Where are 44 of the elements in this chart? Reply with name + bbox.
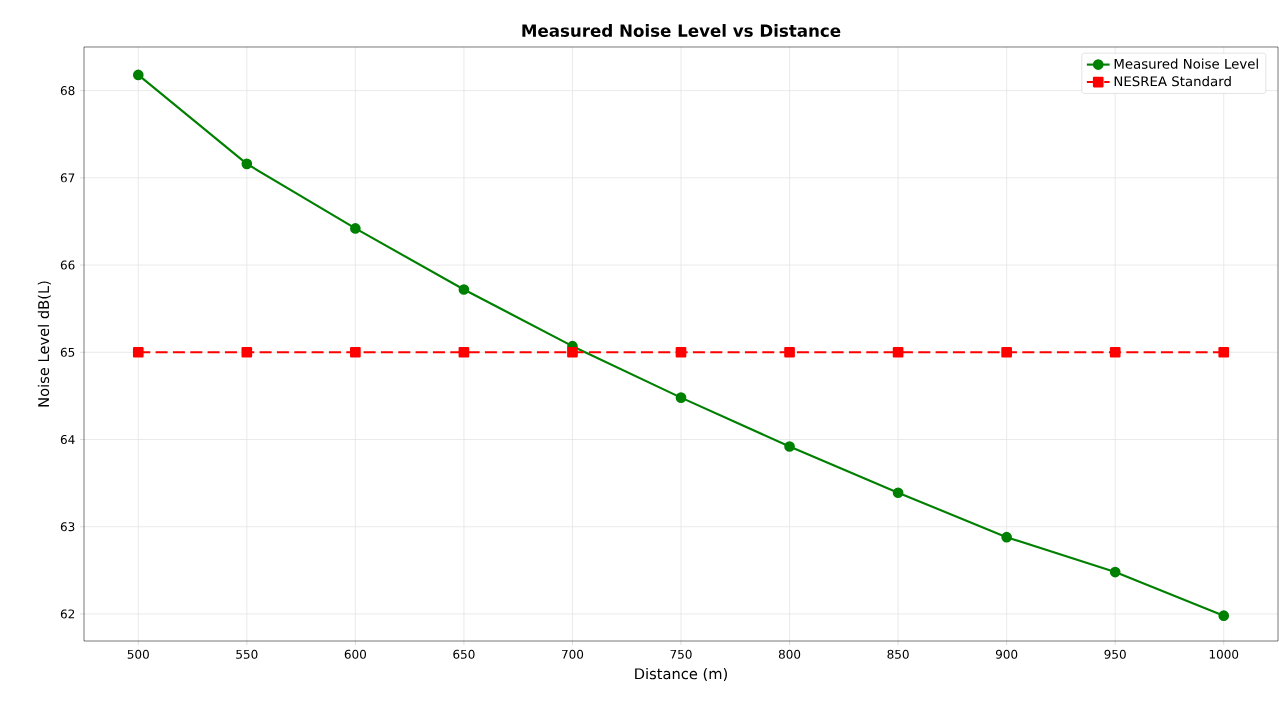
x-tick-label: 500 xyxy=(127,649,149,659)
point xyxy=(132,346,144,358)
y-tick-label: 62 xyxy=(60,609,75,619)
point xyxy=(1109,346,1121,358)
point xyxy=(132,69,144,81)
x-tick-label: 750 xyxy=(670,649,692,659)
point xyxy=(1109,566,1121,578)
y-tick-label: 66 xyxy=(60,260,75,270)
x-axis-title: Distance (m) xyxy=(635,667,727,682)
point xyxy=(458,284,470,295)
point xyxy=(892,346,904,358)
x-tick-label: 550 xyxy=(236,649,258,659)
point xyxy=(1218,346,1230,358)
y-tick-label: 67 xyxy=(60,173,75,183)
point xyxy=(892,487,904,499)
point xyxy=(784,346,795,358)
x-tick-label: 650 xyxy=(453,649,475,659)
point xyxy=(567,346,578,358)
x-tick-label: 900 xyxy=(995,649,1018,659)
y-tick-label: 68 xyxy=(60,86,75,96)
y-axis-title: Noise Level dB(L) xyxy=(37,281,51,407)
point xyxy=(1218,610,1230,622)
y-tick-label: 64 xyxy=(60,434,75,445)
point xyxy=(458,346,470,358)
point xyxy=(241,346,253,358)
point xyxy=(1001,346,1012,358)
legend-label: Measured Noise Level xyxy=(1114,58,1258,69)
legend-label: NESREA Standard xyxy=(1114,75,1231,87)
point xyxy=(784,441,795,452)
x-tick-label: 800 xyxy=(778,649,801,659)
point xyxy=(675,392,687,403)
x-tick-label: 950 xyxy=(1104,649,1126,659)
y-tick-label: 65 xyxy=(60,347,75,357)
point xyxy=(1001,531,1012,543)
x-tick-label: 1000 xyxy=(1209,649,1239,659)
point xyxy=(350,346,361,358)
chart-title: Measured Noise Level vs Distance xyxy=(522,24,841,37)
point xyxy=(350,223,361,234)
point xyxy=(675,346,687,358)
y-tick-label: 63 xyxy=(60,522,75,532)
x-tick-label: 700 xyxy=(561,649,584,659)
point xyxy=(241,158,253,170)
x-tick-label: 850 xyxy=(887,649,909,659)
x-tick-label: 600 xyxy=(344,649,367,659)
